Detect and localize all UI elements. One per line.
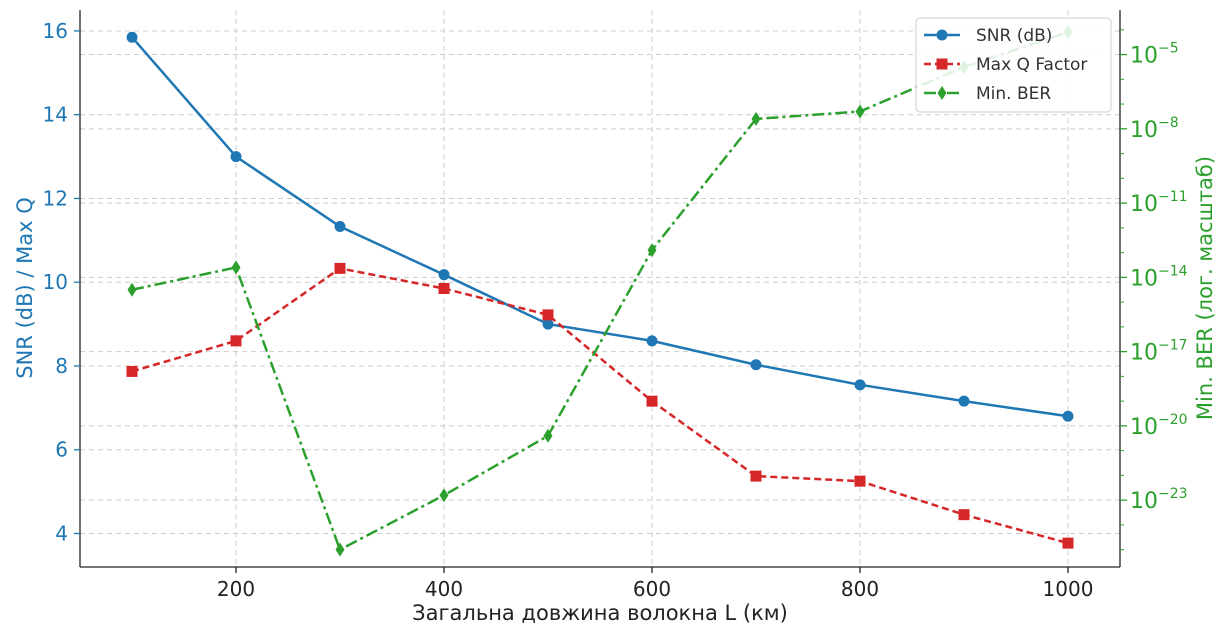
legend-marker [937, 86, 947, 100]
data-point-0 [646, 335, 658, 347]
legend-label: Max Q Factor [976, 55, 1087, 75]
legend: SNR (dB) Max Q Factor Min. BER [915, 17, 1112, 113]
data-point-0 [438, 269, 450, 281]
legend-label: Min. BER [976, 84, 1051, 104]
x-axis-label: Загальна довжина волокна L (км) [412, 601, 788, 625]
right-tick-label: 10−17 [1130, 338, 1188, 366]
left-tick-label: 16 [43, 19, 68, 43]
data-point-2 [439, 488, 449, 503]
axes [79, 10, 1121, 568]
left-tick-label: 4 [55, 521, 68, 545]
right-tick-label: 10−8 [1130, 115, 1179, 143]
left-tick-label: 12 [43, 186, 68, 210]
x-tick-label: 1000 [1043, 577, 1094, 601]
right-y-axis-label: Min. BER (лог. масштаб) [1193, 156, 1217, 420]
legend-marker [936, 58, 948, 70]
right-tick-label: 10−11 [1130, 189, 1188, 217]
data-point-2 [543, 428, 553, 443]
data-point-1 [646, 395, 658, 407]
data-point-1 [334, 262, 346, 274]
x-tick-label: 600 [633, 577, 671, 601]
x-tick-label: 200 [217, 577, 255, 601]
data-point-0 [854, 379, 866, 391]
data-point-1 [438, 283, 450, 294]
left-tick-label: 8 [55, 354, 68, 378]
data-point-1 [750, 470, 762, 482]
data-point-0 [542, 318, 554, 330]
series-line-2 [131, 31, 1069, 552]
right-tick-label: 10−23 [1130, 486, 1188, 514]
data-point-2 [751, 111, 761, 126]
data-point-1 [542, 309, 554, 321]
x-tick-label: 400 [425, 577, 463, 601]
left-tick-label: 6 [55, 438, 68, 462]
data-point-1 [854, 475, 866, 487]
data-point-1 [1062, 537, 1074, 549]
data-point-1 [230, 335, 242, 347]
data-point-1 [958, 509, 970, 521]
x-ticks: 200 400 600 800 1000 [217, 567, 1094, 601]
legend-marker [936, 29, 948, 41]
series-line-0 [131, 36, 1069, 418]
data-point-0 [334, 221, 346, 233]
data-point-0 [230, 151, 242, 163]
data-point-2 [335, 542, 345, 557]
left-tick-label: 10 [43, 270, 68, 294]
right-tick-label: 10−5 [1130, 41, 1179, 69]
data-point-2 [855, 104, 865, 119]
data-point-1 [126, 365, 138, 377]
data-point-0 [958, 395, 970, 407]
x-tick-label: 800 [841, 577, 879, 601]
data-point-2 [647, 243, 657, 258]
left-tick-label: 14 [43, 103, 68, 127]
data-point-2 [231, 260, 241, 275]
legend-label: SNR (dB) [976, 26, 1052, 46]
right-tick-label: 10−20 [1130, 412, 1188, 440]
legend-box [915, 17, 1112, 113]
data-point-2 [127, 282, 137, 297]
data-point-0 [1062, 410, 1074, 422]
series-line-1 [131, 267, 1069, 545]
right-tick-label: 10−14 [1130, 263, 1188, 291]
right-y-ticks: 10−23 10−20 10−17 10−14 10−11 10−8 10−5 [1120, 29, 1188, 551]
left-y-ticks: 4 6 8 10 12 14 16 [43, 19, 80, 545]
data-point-0 [750, 359, 762, 371]
data-point-0 [126, 31, 138, 43]
left-y-axis-label: SNR (dB) / Max Q [13, 197, 37, 378]
